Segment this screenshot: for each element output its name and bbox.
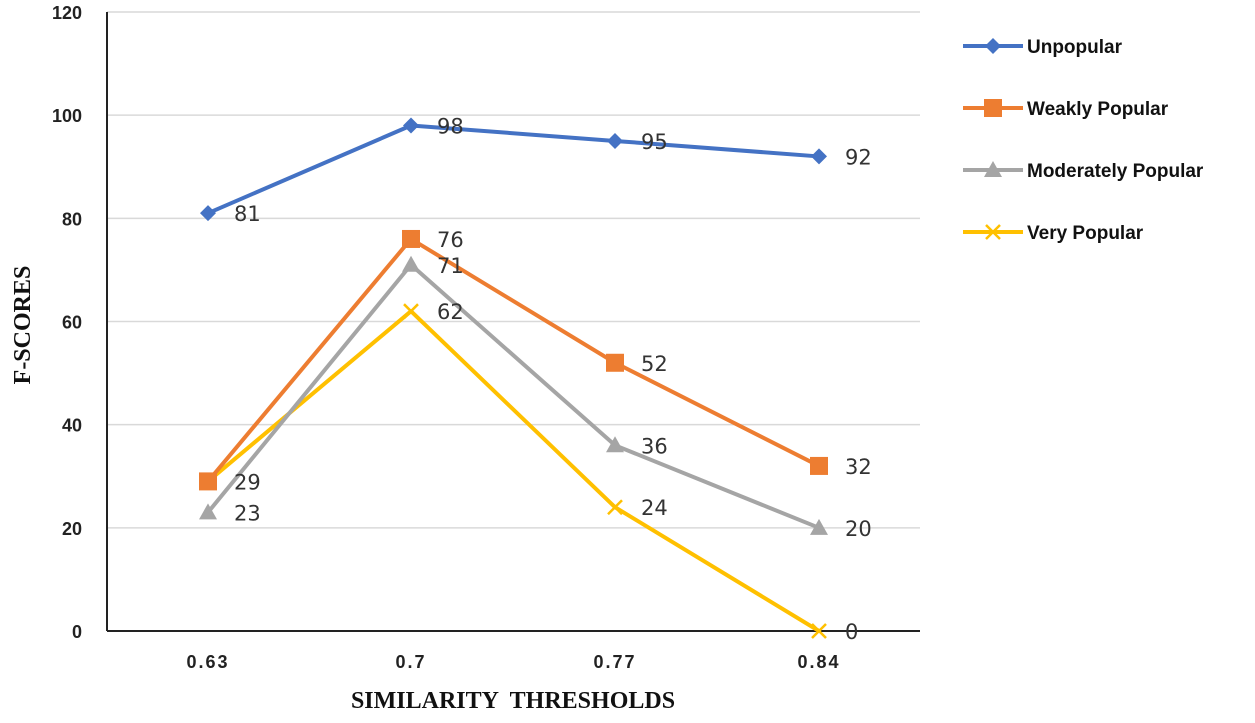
y-tick-0: 0 — [72, 622, 82, 642]
data-label-weakly-popular-0.7: 76 — [437, 228, 464, 252]
legend-item-very-popular: Very Popular — [963, 223, 1144, 244]
series-line-very-popular — [206, 309, 821, 633]
data-label-weakly-popular-0.63: 29 — [234, 470, 261, 494]
axes — [106, 12, 920, 632]
point-unpopular-0.84 — [811, 148, 827, 165]
data-label-unpopular-0.63: 81 — [234, 202, 261, 226]
data-label-moderately-popular-0.63: 23 — [234, 501, 261, 525]
legend-item-weakly-popular: Weakly Popular — [963, 99, 1169, 120]
point-very-popular-0.7 — [403, 303, 419, 320]
point-weakly-popular-0.77 — [606, 353, 624, 372]
series-moderately-popular — [199, 255, 828, 535]
legend-item-unpopular: Unpopular — [963, 37, 1123, 58]
y-axis-title: F-SCORES — [10, 266, 36, 385]
series-line-weakly-popular — [206, 236, 820, 483]
y-tick-100: 100 — [52, 106, 82, 126]
legend-marker-very-popular — [985, 224, 1001, 240]
point-very-popular-0.77 — [607, 499, 623, 516]
data-label-very-popular-0.7: 62 — [437, 300, 464, 324]
legend-label-very-popular: Very Popular — [1027, 223, 1144, 244]
point-moderately-popular-0.84 — [810, 518, 828, 535]
point-weakly-popular-0.7 — [402, 229, 420, 248]
x-tick-0.84: 0.84 — [797, 652, 840, 672]
data-labels: 81 98 95 92 29 76 52 32 23 71 36 20 62 24 0 — [234, 114, 872, 644]
legend-label-moderately-popular: Moderately Popular — [1027, 161, 1204, 182]
point-very-popular-0.84 — [811, 623, 827, 639]
y-tick-labels: 0 20 40 60 80 100 120 — [52, 3, 82, 642]
point-moderately-popular-0.63 — [199, 503, 217, 520]
point-unpopular-0.77 — [607, 132, 623, 149]
x-tick-0.77: 0.77 — [593, 652, 636, 672]
point-moderately-popular-0.7 — [402, 255, 420, 272]
x-tick-0.7: 0.7 — [395, 652, 426, 672]
y-tick-120: 120 — [52, 3, 82, 23]
series-weakly-popular — [199, 229, 828, 491]
gridlines — [107, 11, 920, 529]
legend-label-weakly-popular: Weakly Popular — [1027, 99, 1169, 120]
series-line-unpopular — [207, 123, 820, 216]
point-unpopular-0.63 — [200, 205, 216, 222]
legend-marker-moderately-popular — [984, 161, 1002, 177]
series-line-moderately-popular — [206, 262, 820, 530]
legend-marker-weakly-popular — [984, 99, 1002, 117]
legend-label-unpopular: Unpopular — [1027, 37, 1123, 58]
data-label-unpopular-0.84: 92 — [845, 145, 872, 169]
point-moderately-popular-0.77 — [606, 436, 624, 453]
series-unpopular — [200, 117, 827, 222]
data-label-weakly-popular-0.84: 32 — [845, 455, 872, 479]
y-tick-60: 60 — [62, 313, 82, 333]
x-tick-labels: 0.63 0.7 0.77 0.84 — [186, 652, 840, 672]
x-tick-0.63: 0.63 — [186, 652, 229, 672]
data-label-very-popular-0.77: 24 — [641, 496, 668, 520]
legend-item-moderately-popular: Moderately Popular — [963, 161, 1204, 182]
point-weakly-popular-0.63 — [199, 472, 217, 491]
data-label-unpopular-0.77: 95 — [641, 130, 668, 154]
y-tick-40: 40 — [62, 416, 82, 436]
point-unpopular-0.7 — [403, 117, 419, 134]
data-label-very-popular-0.84: 0 — [845, 620, 858, 644]
data-label-unpopular-0.7: 98 — [437, 114, 464, 138]
legend-marker-unpopular — [985, 38, 1001, 54]
legend: Unpopular Weakly Popular Moderately Popula… — [963, 37, 1204, 244]
point-weakly-popular-0.84 — [810, 456, 828, 475]
y-tick-80: 80 — [62, 209, 82, 229]
series — [199, 117, 828, 639]
data-label-moderately-popular-0.7: 71 — [437, 254, 464, 278]
data-label-moderately-popular-0.84: 20 — [845, 517, 872, 541]
data-label-weakly-popular-0.77: 52 — [641, 352, 668, 376]
x-axis-title: SIMILARITY THRESHOLDS — [351, 688, 675, 714]
data-label-moderately-popular-0.77: 36 — [641, 434, 668, 458]
y-tick-20: 20 — [62, 519, 82, 539]
